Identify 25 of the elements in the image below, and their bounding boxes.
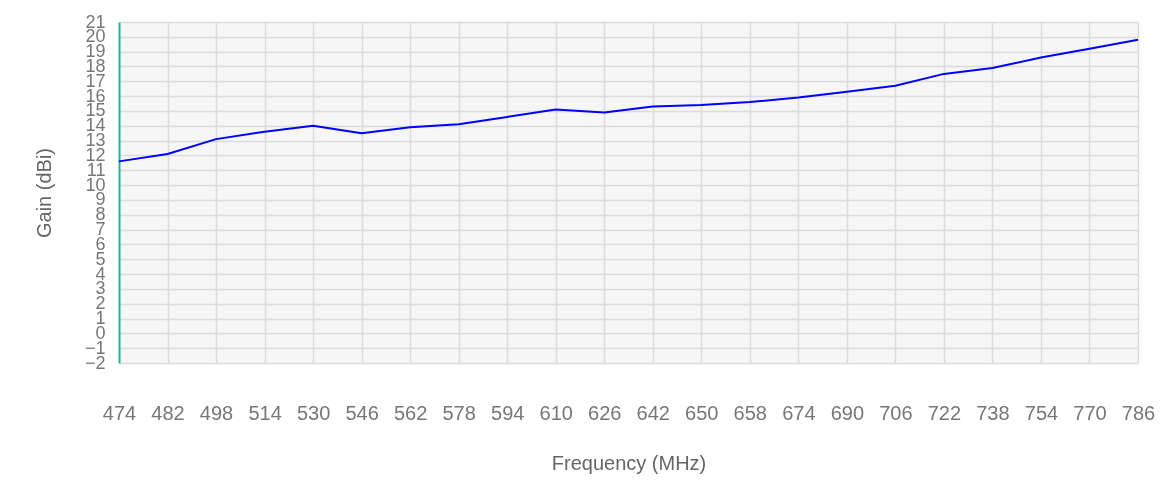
x-tick-label: 626	[588, 401, 622, 424]
x-tick-label: 498	[199, 401, 234, 424]
x-tick-label: 722	[927, 401, 962, 424]
x-tick-label: 514	[248, 401, 282, 424]
y-axis-title: Gain (dBi)	[32, 147, 55, 239]
x-axis-title: Frequency (MHz)	[551, 451, 707, 474]
x-tick-label: 786	[1121, 401, 1156, 424]
x-tick-label: 658	[733, 401, 767, 424]
x-tick-label: 690	[830, 401, 865, 424]
x-tick-label: 770	[1073, 401, 1107, 424]
x-tick-label: 610	[539, 401, 573, 424]
x-tick-label: 642	[636, 401, 670, 424]
x-tick-label: 474	[102, 401, 137, 424]
x-tick-label: 578	[442, 401, 476, 424]
x-tick-label: 754	[1024, 401, 1059, 424]
x-tick-label: 530	[296, 401, 331, 424]
line-series	[118, 38, 1139, 163]
x-tick-label: 650	[685, 401, 719, 424]
x-tick-label: 706	[879, 401, 913, 424]
x-tick-label: 546	[345, 401, 379, 424]
x-tick-label: 674	[782, 401, 816, 424]
x-tick-label: 738	[976, 401, 1010, 424]
x-tick-label: 562	[393, 401, 428, 424]
x-tick-label: 482	[151, 401, 185, 424]
x-tick-label: 594	[491, 401, 525, 424]
